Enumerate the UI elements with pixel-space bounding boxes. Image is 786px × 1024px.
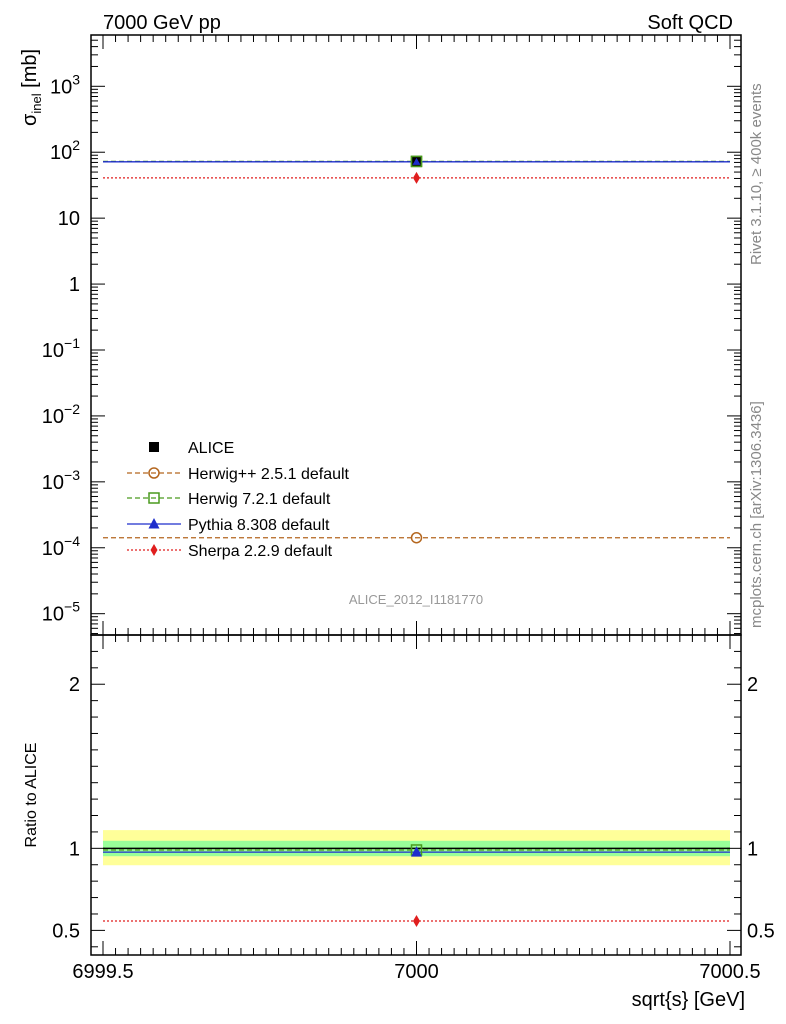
main-y-tick-base: 1 (69, 274, 80, 296)
mcplots-reference-label: mcplots.cern.ch [arXiv:1306.3436] (748, 401, 765, 628)
marker-herwig7-overlay (410, 155, 423, 168)
main-y-tick-exponent: −2 (64, 401, 80, 417)
main-y-tick-label: 103 (50, 71, 80, 98)
ratio-y-tick-label-right: 1 (747, 838, 758, 860)
analysis-id-label: ALICE_2012_I1181770 (349, 592, 483, 607)
ratio-y-tick-label-left: 0.5 (52, 920, 80, 942)
legend-label-pythia: Pythia 8.308 default (188, 517, 330, 534)
ratio-marker-pythia (411, 846, 422, 857)
marker-herwig_pp (410, 531, 423, 544)
main-y-tick-exponent: −5 (64, 599, 80, 615)
main-y-tick-base: 10 (42, 406, 64, 428)
ratio-marker-sherpa (413, 915, 420, 928)
legend-marker-data (149, 442, 159, 452)
legend-label-herwig7: Herwig 7.2.1 default (188, 491, 331, 508)
ratio-y-axis-label: Ratio to ALICE (23, 743, 40, 848)
main-y-tick-base: 10 (42, 472, 64, 494)
marker-pythia-overlay (412, 157, 421, 165)
ratio-frame (90, 634, 742, 956)
main-y-tick-label: 102 (50, 137, 80, 164)
x-axis-label: sqrt{s} [GeV] (632, 989, 745, 1011)
main-y-tick-label: 10 (58, 208, 80, 230)
main-y-tick-label: 1 (69, 274, 80, 296)
main-y-tick-exponent: −4 (64, 533, 80, 549)
legend-marker-herwig_pp (148, 467, 160, 479)
ratio-y-tick-label-left: 1 (69, 838, 80, 860)
x-tick-label: 6999.5 (72, 961, 133, 983)
main-series-markers (410, 155, 423, 544)
main-y-tick-exponent: 3 (72, 71, 80, 87)
x-tick-label: 7000.5 (699, 961, 760, 983)
legend-label-sherpa: Sherpa 2.2.9 default (188, 543, 333, 560)
rivet-version-label: Rivet 3.1.10, ≥ 400k events (748, 83, 765, 265)
legend: ALICE Herwig++ 2.5.1 default Herwig 7.2.1 … (127, 440, 350, 560)
ratio-series-markers (410, 844, 423, 928)
main-y-tick-label: 10−3 (42, 467, 80, 494)
legend-label-data: ALICE (188, 440, 234, 457)
legend-marker-herwig7 (148, 492, 160, 504)
header-right-title: Soft QCD (647, 12, 733, 34)
ratio-y-tick-label-left: 2 (69, 674, 80, 696)
main-y-tick-base: 10 (42, 538, 64, 560)
legend-label-herwig_pp: Herwig++ 2.5.1 default (188, 466, 350, 483)
main-y-tick-base: 10 (50, 142, 72, 164)
main-y-tick-label: 10−5 (42, 599, 80, 626)
main-y-tick-base: 10 (50, 76, 72, 98)
main-y-tick-base: 10 (42, 604, 64, 626)
ratio-y-tick-label-right: 2 (747, 674, 758, 696)
marker-sherpa (413, 171, 420, 184)
main-y-tick-base: 10 (58, 208, 80, 230)
main-y-tick-label: 10−2 (42, 401, 80, 428)
main-y-tick-exponent: −3 (64, 467, 80, 483)
ratio-y-tick-label-right: 0.5 (747, 920, 775, 942)
main-y-axis-label: σinel [mb] (19, 49, 44, 126)
legend-marker-pythia (148, 518, 160, 529)
main-y-tick-exponent: −1 (64, 335, 80, 351)
main-y-tick-exponent: 2 (72, 137, 80, 153)
main-y-tick-label: 10−4 (42, 533, 80, 560)
legend-marker-sherpa (150, 544, 158, 556)
main-y-tick-label: 10−1 (42, 335, 80, 362)
x-tick-label: 7000 (394, 961, 439, 983)
header-left-title: 7000 GeV pp (103, 12, 221, 34)
main-y-tick-base: 10 (42, 340, 64, 362)
ratio-axes: 0.5 0.5 1 1 2 2 6999.5 7000 7000.5 (52, 634, 775, 983)
